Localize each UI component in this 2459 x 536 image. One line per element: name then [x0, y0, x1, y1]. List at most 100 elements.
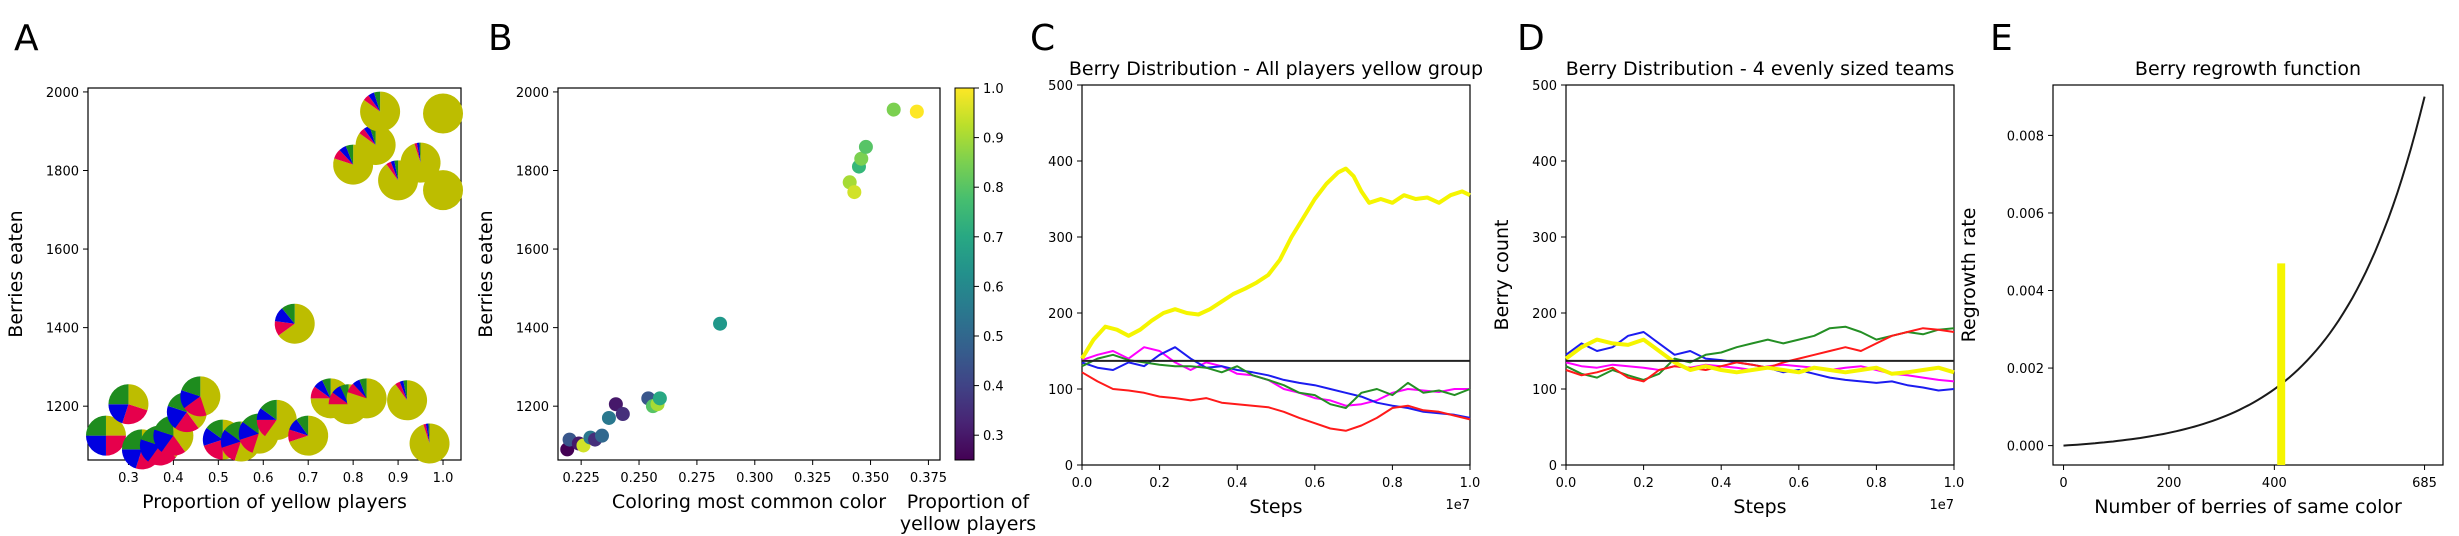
x-tick-label: 0.300: [736, 471, 773, 486]
pie-marker: [355, 124, 396, 165]
scatter-point: [847, 185, 862, 200]
x-axis-label: Number of berries of same color: [2094, 496, 2402, 518]
x-tick-label: 1.0: [1944, 476, 1965, 491]
pie-slice: [264, 399, 297, 440]
pie-slice: [202, 427, 223, 446]
panel-letter: A: [14, 18, 39, 59]
pie-slice: [386, 161, 399, 181]
pie-slice: [128, 384, 149, 411]
panel-b: 0.225 0.250 0.275 0.300 0.325 0.350 0.375 1200 1…: [475, 18, 1036, 535]
colorbar-tick-label: 0.9: [983, 132, 1004, 147]
scatter-point: [652, 391, 667, 406]
pie-slice: [278, 303, 315, 344]
pie-slice: [281, 303, 295, 324]
pie-slice: [166, 405, 187, 429]
y-axis-label: Berries eaten: [475, 210, 497, 337]
pie-slice: [154, 415, 174, 436]
y-tick-label: 1600: [516, 243, 549, 258]
y-tick-label: 100: [1532, 383, 1557, 398]
panel-letter: D: [1517, 18, 1545, 59]
x-tick-label: 0.325: [794, 471, 831, 486]
y-tick-label: 200: [1048, 307, 1073, 322]
pie-slice: [428, 423, 430, 444]
series-line-magenta: [1081, 346, 1470, 407]
y-tick-label: 400: [1048, 155, 1073, 170]
panel-letter: B: [488, 18, 513, 59]
pie-slice: [121, 449, 142, 469]
colorbar-tick-label: 1.0: [983, 82, 1004, 97]
pie-slice: [416, 142, 421, 163]
pie-slice: [206, 419, 223, 440]
pie-slice: [423, 423, 430, 444]
y-tick-label: 1800: [46, 164, 79, 179]
pie-slice: [184, 396, 207, 417]
pie-slice: [403, 380, 408, 401]
pie-slice: [200, 376, 221, 416]
x-tick-label: 0.4: [1711, 476, 1732, 491]
pie-marker: [423, 170, 464, 211]
x-axis-label: Proportion of yellow players: [142, 491, 407, 513]
panel-a: 0.3 0.4 0.5 0.6 0.7 0.8 0.9 1.0 1200 1400 1600 1800…: [5, 18, 464, 513]
colorbar: [954, 87, 975, 461]
y-tick-label: 1200: [516, 400, 549, 415]
x-tick-label: 0.0: [1072, 476, 1093, 491]
y-tick-label: 1800: [516, 164, 549, 179]
y-tick-label: 400: [1532, 155, 1557, 170]
x-tick-label: 0.7: [298, 471, 319, 486]
scatter-point: [594, 428, 609, 443]
pie-slice: [395, 381, 408, 401]
x-tick-label: 0.8: [343, 471, 364, 486]
scatter-point: [608, 397, 623, 412]
pie-slice: [220, 429, 241, 448]
pie-marker: [400, 142, 441, 183]
plot-frame: [1081, 84, 1471, 466]
pie-slice: [256, 419, 277, 437]
scatter-point: [713, 316, 728, 331]
series-line-yellow: [1080, 166, 1471, 360]
y-axis-label: Regrowth rate: [1958, 208, 1980, 343]
pie-slice: [368, 92, 381, 112]
x-tick-label: 0.8: [1382, 476, 1403, 491]
pie-slice: [85, 415, 106, 436]
y-tick-label: 300: [1532, 231, 1557, 246]
y-tick-label: 0: [1549, 459, 1557, 474]
pie-slice: [334, 150, 354, 165]
x-tick-label: 0: [2059, 476, 2067, 491]
pie-slice: [274, 321, 295, 336]
x-tick-label: 0.375: [910, 471, 947, 486]
colorbar-tick-label: 0.6: [983, 280, 1004, 295]
pie-slice: [359, 378, 367, 399]
y-tick-label: 0.004: [2007, 285, 2044, 300]
pie-slice: [332, 386, 349, 405]
pie-slice: [328, 392, 349, 405]
panel-e: 0 200 400 685 0.000 0.002 0.004 0.006 0.008 Numbe…: [1958, 18, 2444, 518]
pie-slice: [238, 421, 259, 440]
pie-slice: [105, 415, 126, 436]
pie-marker: [256, 399, 297, 440]
x-tick-label: 0.225: [563, 471, 600, 486]
y-tick-label: 500: [1048, 79, 1073, 94]
pie-marker: [108, 384, 149, 425]
pie-slice: [203, 439, 223, 460]
chart-title: Berry regrowth function: [2135, 58, 2361, 80]
pie-slice: [400, 142, 441, 183]
x-tick-label: 0.3: [118, 471, 139, 486]
pie-slice: [242, 413, 259, 434]
colorbar-tick-label: 0.5: [983, 330, 1004, 345]
y-tick-label: 1400: [516, 322, 549, 337]
colorbar-tick-label: 0.8: [983, 181, 1004, 196]
scatter-point: [601, 410, 616, 425]
pie-slice: [363, 95, 381, 112]
pie-slice: [423, 93, 464, 134]
y-tick-label: 1200: [46, 400, 79, 415]
series-line-red: [1565, 327, 1955, 383]
x-tick-label: 0.8: [1866, 476, 1887, 491]
pie-marker: [288, 415, 329, 456]
pie-slice: [373, 91, 381, 112]
x-axis-label: Coloring most common color: [612, 491, 886, 513]
pie-slice: [85, 435, 106, 456]
pie-slice: [289, 415, 329, 456]
pie-slice: [347, 383, 367, 399]
pie-slice: [339, 146, 354, 165]
y-tick-label: 1600: [46, 243, 79, 258]
